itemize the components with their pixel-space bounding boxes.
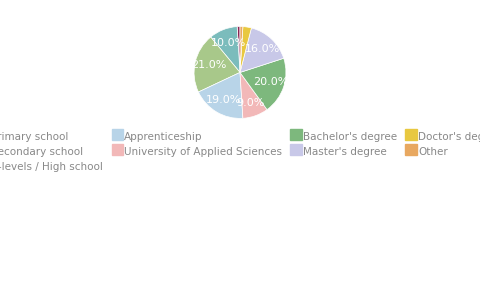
Text: 10.0%: 10.0% — [211, 37, 246, 47]
Wedge shape — [194, 37, 240, 92]
Wedge shape — [237, 27, 240, 73]
Wedge shape — [240, 27, 252, 73]
Text: 19.0%: 19.0% — [206, 95, 241, 105]
Wedge shape — [240, 27, 243, 73]
Text: 16.0%: 16.0% — [244, 44, 280, 54]
Text: 21.0%: 21.0% — [191, 60, 226, 71]
Legend: Primary school, Secondary school, A-levels / High school, Apprenticeship, Univer: Primary school, Secondary school, A-leve… — [0, 128, 480, 176]
Wedge shape — [240, 28, 284, 73]
Wedge shape — [240, 73, 267, 118]
Wedge shape — [211, 27, 240, 73]
Wedge shape — [198, 73, 243, 118]
Text: 9.0%: 9.0% — [237, 98, 265, 108]
Text: 20.0%: 20.0% — [253, 77, 288, 87]
Wedge shape — [240, 58, 286, 110]
